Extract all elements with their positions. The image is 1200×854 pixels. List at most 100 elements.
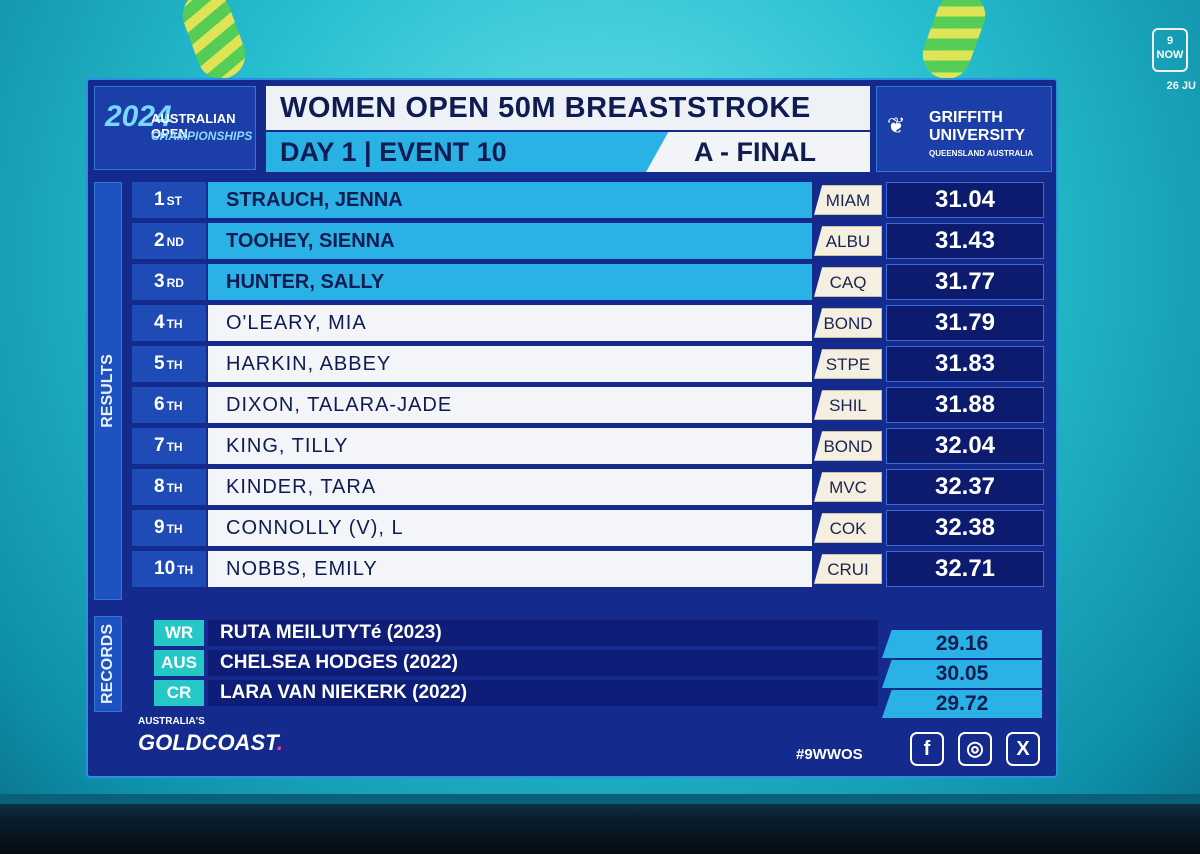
place-suffix: TH (166, 317, 183, 331)
logo-year: 2024 (105, 100, 172, 133)
place-number: 1 (154, 189, 165, 210)
club-code: MVC (814, 472, 882, 502)
records-label: RECORDS (99, 623, 116, 705)
club-code: SHIL (814, 390, 882, 420)
scoreboard: 2024 AUSTRALIAN OPEN CHAMPIONSHIPS WOMEN… (86, 78, 1058, 778)
swimmer-name: KING, TILLY (208, 428, 812, 464)
sponsor-line3: QUEENSLAND AUSTRALIA (929, 149, 1034, 158)
swim-time: 31.83 (886, 346, 1044, 382)
club-code: CAQ (814, 267, 882, 297)
place: 7 TH (132, 428, 206, 464)
record-time: 29.72 (882, 690, 1042, 718)
swim-time: 31.88 (886, 387, 1044, 423)
place-suffix: TH (166, 481, 183, 495)
place: 8 TH (132, 469, 206, 505)
tv-bezel (0, 794, 1200, 854)
place: 3 RD (132, 264, 206, 300)
place-suffix: TH (166, 358, 183, 372)
place-suffix: TH (177, 563, 194, 577)
swimmer-name: DIXON, TALARA-JADE (208, 387, 812, 423)
record-row: AUS CHELSEA HODGES (2022) 30.05 (128, 648, 1050, 688)
swimmer-name: STRAUCH, JENNA (208, 182, 812, 218)
goldcoast-logo: GOLDCOAST. (138, 730, 284, 755)
place-suffix: TH (166, 399, 183, 413)
place-number: 8 (154, 476, 165, 497)
result-row: 4 TH O'LEARY, MIA BOND 31.79 (128, 305, 1050, 343)
logo-line1: AUSTRALIAN OPEN (151, 111, 236, 141)
crest-icon: ❦ (887, 113, 906, 138)
championship-logo: 2024 AUSTRALIAN OPEN CHAMPIONSHIPS (94, 86, 256, 170)
place-number: 6 (154, 394, 165, 415)
swimmer-name: KINDER, TARA (208, 469, 812, 505)
place-number: 10 (154, 558, 176, 579)
day-event: DAY 1 | EVENT 10 (280, 137, 507, 167)
place-suffix: RD (166, 276, 184, 290)
swim-time: 31.77 (886, 264, 1044, 300)
swimmer-name: HARKIN, ABBEY (208, 346, 812, 382)
club-code: CRUI (814, 554, 882, 584)
result-row: 5 TH HARKIN, ABBEY STPE 31.83 (128, 346, 1050, 384)
sponsor-logo: ❦ GRIFFITH UNIVERSITY QUEENSLAND AUSTRAL… (876, 86, 1052, 172)
record-time: 29.16 (882, 630, 1042, 658)
swim-time: 31.04 (886, 182, 1044, 218)
record-code: AUS (154, 650, 204, 676)
swim-time: 31.43 (886, 223, 1044, 259)
record-holder: RUTA MEILUTYTé (2023) (208, 620, 878, 646)
record-holder: CHELSEA HODGES (2022) (208, 650, 878, 676)
place-number: 2 (154, 230, 165, 251)
records-side-label: RECORDS (94, 616, 122, 712)
swimmer-name: TOOHEY, SIENNA (208, 223, 812, 259)
results-label: RESULTS (99, 354, 116, 428)
result-row: 7 TH KING, TILLY BOND 32.04 (128, 428, 1050, 466)
result-row: 3 RD HUNTER, SALLY CAQ 31.77 (128, 264, 1050, 302)
swim-time: 32.04 (886, 428, 1044, 464)
place-number: 9 (154, 517, 165, 538)
club-code: BOND (814, 308, 882, 338)
results-side-label: RESULTS (94, 182, 122, 600)
swimmer-name: O'LEARY, MIA (208, 305, 812, 341)
result-row: 8 TH KINDER, TARA MVC 32.37 (128, 469, 1050, 507)
place-suffix: TH (166, 440, 183, 454)
club-code: STPE (814, 349, 882, 379)
swimmer-name: CONNOLLY (V), L (208, 510, 812, 546)
sponsor-line2: UNIVERSITY (929, 127, 1026, 144)
club-code: MIAM (814, 185, 882, 215)
record-row: WR RUTA MEILUTYTé (2023) 29.16 (128, 618, 1050, 658)
channel-logo: 9 NOW (1152, 28, 1188, 72)
place: 1 ST (132, 182, 206, 218)
place-number: 3 (154, 271, 165, 292)
event-title: WOMEN OPEN 50M BREASTSTROKE (280, 92, 811, 124)
logo-line2: CHAMPIONSHIPS (151, 129, 253, 143)
place-number: 7 (154, 435, 165, 456)
swim-time: 32.37 (886, 469, 1044, 505)
place: 6 TH (132, 387, 206, 423)
final-badge: A - FINAL (646, 132, 870, 172)
result-row: 9 TH CONNOLLY (V), L COK 32.38 (128, 510, 1050, 548)
club-code: BOND (814, 431, 882, 461)
result-row: 2 ND TOOHEY, SIENNA ALBU 31.43 (128, 223, 1050, 261)
result-row: 1 ST STRAUCH, JENNA MIAM 31.04 (128, 182, 1050, 220)
place: 5 TH (132, 346, 206, 382)
hashtag: #9WWOS (796, 746, 863, 763)
place: 10 TH (132, 551, 206, 587)
result-row: 10 TH NOBBS, EMILY CRUI 32.71 (128, 551, 1050, 589)
swim-time: 32.38 (886, 510, 1044, 546)
record-time: 30.05 (882, 660, 1042, 688)
record-holder: LARA VAN NIEKERK (2022) (208, 680, 878, 706)
swimmer-name: NOBBS, EMILY (208, 551, 812, 587)
result-row: 6 TH DIXON, TALARA-JADE SHIL 31.88 (128, 387, 1050, 425)
place-number: 4 (154, 312, 165, 333)
sponsor-line1: GRIFFITH (929, 109, 1003, 126)
club-code: COK (814, 513, 882, 543)
event-title-bar: WOMEN OPEN 50M BREASTSTROKE (266, 86, 870, 130)
goldcoast-small: AUSTRALIA'S (138, 716, 205, 727)
lane-rope-left (176, 0, 252, 86)
place-suffix: ST (166, 194, 182, 208)
channel-date: 26 JU (1166, 80, 1196, 92)
x-icon: X (1006, 732, 1040, 766)
place: 2 ND (132, 223, 206, 259)
place: 9 TH (132, 510, 206, 546)
place-suffix: ND (166, 235, 184, 249)
place: 4 TH (132, 305, 206, 341)
final-label: A - FINAL (694, 137, 816, 167)
